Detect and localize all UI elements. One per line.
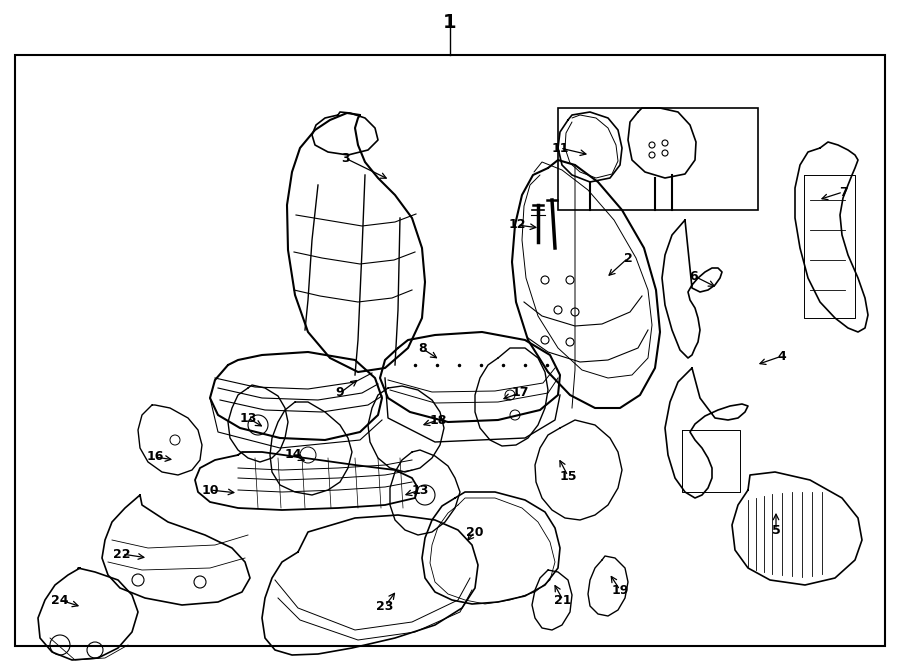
Bar bbox=[15, 55, 885, 646]
Text: 14: 14 bbox=[284, 449, 302, 461]
Text: 8: 8 bbox=[418, 342, 427, 356]
Text: 11: 11 bbox=[551, 141, 569, 155]
Text: 1: 1 bbox=[443, 13, 457, 32]
Text: 18: 18 bbox=[429, 414, 446, 426]
Text: 2: 2 bbox=[624, 251, 633, 264]
Text: 24: 24 bbox=[51, 594, 68, 607]
Text: 12: 12 bbox=[508, 219, 526, 231]
Text: 5: 5 bbox=[771, 524, 780, 537]
Text: 21: 21 bbox=[554, 594, 572, 607]
Text: 23: 23 bbox=[376, 600, 393, 613]
Text: 4: 4 bbox=[778, 350, 787, 362]
Text: 13: 13 bbox=[239, 412, 256, 424]
Text: 22: 22 bbox=[113, 547, 130, 561]
Text: 6: 6 bbox=[689, 270, 698, 282]
Text: 20: 20 bbox=[466, 525, 484, 539]
Text: 9: 9 bbox=[336, 387, 345, 399]
Text: 17: 17 bbox=[511, 387, 529, 399]
Text: 7: 7 bbox=[839, 186, 848, 198]
Text: 13: 13 bbox=[411, 483, 428, 496]
Text: 15: 15 bbox=[559, 469, 577, 483]
Text: 10: 10 bbox=[202, 483, 219, 496]
Text: 16: 16 bbox=[147, 451, 164, 463]
Bar bbox=[558, 108, 758, 210]
Text: 19: 19 bbox=[611, 584, 629, 596]
Text: 3: 3 bbox=[341, 151, 349, 165]
